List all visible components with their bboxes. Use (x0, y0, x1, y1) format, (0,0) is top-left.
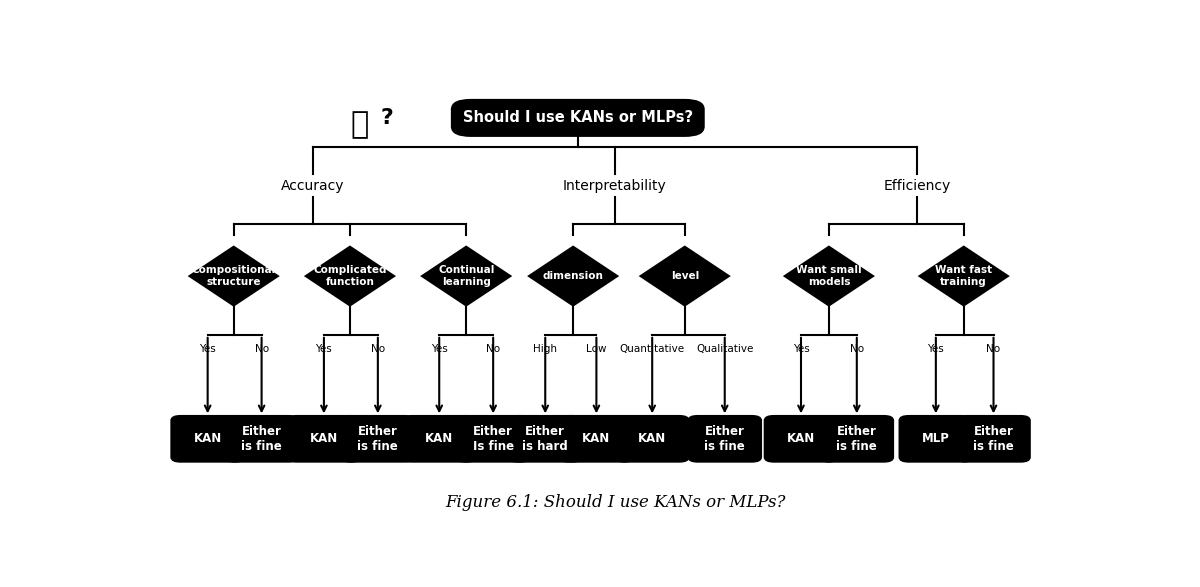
Polygon shape (422, 247, 510, 305)
Text: Efficiency: Efficiency (883, 178, 950, 193)
Text: 🤔: 🤔 (350, 110, 368, 139)
FancyBboxPatch shape (616, 416, 689, 461)
FancyBboxPatch shape (900, 416, 972, 461)
Text: No: No (850, 344, 864, 354)
Polygon shape (529, 247, 617, 305)
Text: KAN: KAN (310, 432, 338, 446)
Text: Want fast
training: Want fast training (935, 265, 992, 287)
FancyBboxPatch shape (226, 416, 298, 461)
Text: Accuracy: Accuracy (281, 178, 344, 193)
FancyBboxPatch shape (821, 416, 893, 461)
Text: Either
is fine: Either is fine (704, 425, 745, 453)
Text: KAN: KAN (582, 432, 611, 446)
Polygon shape (190, 247, 278, 305)
FancyBboxPatch shape (452, 100, 703, 136)
Text: Either
is fine: Either is fine (973, 425, 1014, 453)
FancyBboxPatch shape (342, 416, 414, 461)
Text: Either
is fine: Either is fine (358, 425, 398, 453)
Text: Yes: Yes (431, 344, 448, 354)
Polygon shape (919, 247, 1008, 305)
Text: Interpretability: Interpretability (563, 178, 667, 193)
Text: dimension: dimension (542, 271, 604, 281)
Text: Qualitative: Qualitative (696, 344, 754, 354)
Text: Continual
learning: Continual learning (438, 265, 494, 287)
Polygon shape (306, 247, 394, 305)
Text: Complicated
function: Complicated function (313, 265, 386, 287)
Text: Should I use KANs or MLPs?: Should I use KANs or MLPs? (463, 110, 692, 126)
Text: Compositional
structure: Compositional structure (192, 265, 276, 287)
Text: Quantitative: Quantitative (619, 344, 685, 354)
Text: No: No (486, 344, 500, 354)
Text: Figure 6.1: Should I use KANs or MLPs?: Figure 6.1: Should I use KANs or MLPs? (445, 494, 785, 511)
Text: Yes: Yes (928, 344, 944, 354)
Text: No: No (371, 344, 385, 354)
Text: High: High (533, 344, 557, 354)
Text: KAN: KAN (787, 432, 815, 446)
FancyBboxPatch shape (509, 416, 582, 461)
Text: Want small
models: Want small models (796, 265, 862, 287)
FancyBboxPatch shape (172, 416, 244, 461)
Text: Either
Is fine: Either Is fine (473, 425, 514, 453)
Text: Low: Low (586, 344, 607, 354)
Text: No: No (986, 344, 1001, 354)
Text: level: level (671, 271, 698, 281)
Text: ?: ? (380, 108, 394, 128)
Text: Either
is fine: Either is fine (836, 425, 877, 453)
FancyBboxPatch shape (958, 416, 1030, 461)
Text: KAN: KAN (425, 432, 454, 446)
FancyBboxPatch shape (764, 416, 838, 461)
FancyBboxPatch shape (560, 416, 632, 461)
Text: Either
is hard: Either is hard (522, 425, 568, 453)
FancyBboxPatch shape (403, 416, 475, 461)
FancyBboxPatch shape (689, 416, 761, 461)
Text: MLP: MLP (922, 432, 949, 446)
Text: Yes: Yes (793, 344, 809, 354)
Text: Yes: Yes (316, 344, 332, 354)
Text: KAN: KAN (638, 432, 666, 446)
Text: Yes: Yes (199, 344, 216, 354)
Polygon shape (785, 247, 874, 305)
Text: Either
is fine: Either is fine (241, 425, 282, 453)
Text: No: No (254, 344, 269, 354)
Text: KAN: KAN (193, 432, 222, 446)
Polygon shape (641, 247, 728, 305)
FancyBboxPatch shape (457, 416, 529, 461)
FancyBboxPatch shape (288, 416, 360, 461)
